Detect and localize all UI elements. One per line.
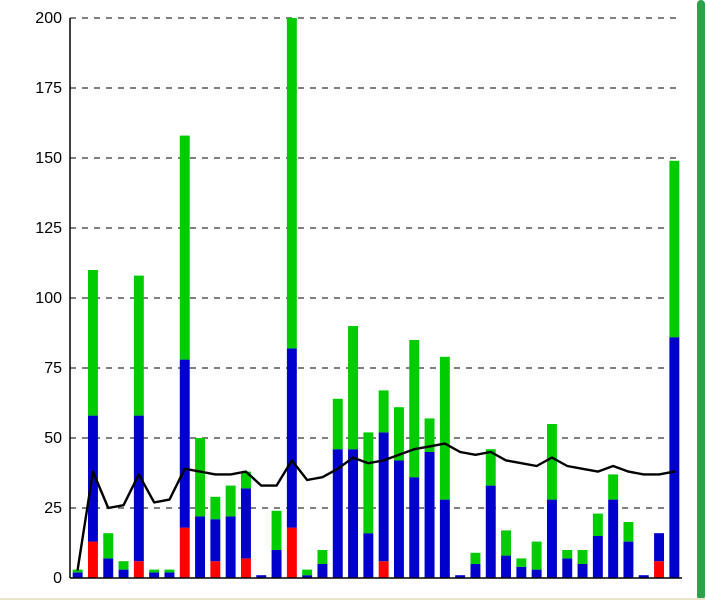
bar-segment-blue (103, 558, 113, 578)
bar-segment-red (241, 558, 251, 578)
bar-segment-blue (669, 337, 679, 578)
bar-segment-blue (180, 360, 190, 528)
y-axis-label: 100 (35, 290, 62, 307)
bar-segment-green (578, 550, 588, 564)
bar-segment-green (501, 530, 511, 555)
bar-segment-blue (654, 533, 664, 561)
bar-segment-blue (516, 567, 526, 578)
bar-segment-blue (164, 572, 174, 578)
bar-segment-green (272, 511, 282, 550)
bar-segment-blue (425, 452, 435, 578)
bar-segment-green (532, 542, 542, 570)
bar-segment-blue (608, 500, 618, 578)
bar-segment-red (180, 528, 190, 578)
bar-segment-green (317, 550, 327, 564)
chart-frame: 0 25 50 75 100 125 150 175 200 (0, 0, 705, 600)
chart-svg: 0 25 50 75 100 125 150 175 200 (0, 0, 705, 600)
bar-segment-green (134, 276, 144, 416)
bar-segment-green (88, 270, 98, 416)
bar-segment-blue (394, 460, 404, 578)
bar-segment-green (348, 326, 358, 449)
bar-segment-blue (272, 550, 282, 578)
bar-segment-green (562, 550, 572, 558)
bar-segment-green (440, 357, 450, 500)
bar-segment-green (409, 340, 419, 477)
bar-segment-blue (486, 486, 496, 578)
bar-segment-green (333, 399, 343, 449)
bar-segment-blue (532, 570, 542, 578)
y-axis-label: 150 (35, 150, 62, 167)
bar-segment-blue (593, 536, 603, 578)
bar-segment-green (226, 486, 236, 517)
bar-segment-green (516, 558, 526, 566)
y-axis-label: 50 (44, 430, 62, 447)
bar-segment-green (195, 438, 205, 516)
bar-segment-blue (379, 432, 389, 561)
bar-segment-green (470, 553, 480, 564)
bar-segment-blue (578, 564, 588, 578)
bar-segment-blue (348, 449, 358, 578)
bar-segment-red (654, 561, 664, 578)
bar-segment-blue (195, 516, 205, 578)
bar-segment-green (363, 432, 373, 533)
bar-segment-blue (317, 564, 327, 578)
y-axis-label: 175 (35, 80, 62, 97)
bar-segment-blue (226, 516, 236, 578)
bar-segment-red (88, 542, 98, 578)
bar-segment-blue (547, 500, 557, 578)
bar-segment-blue (501, 556, 511, 578)
bar-segment-blue (409, 477, 419, 578)
bar-segment-green (180, 136, 190, 360)
y-axis-label: 75 (44, 360, 62, 377)
bar-segment-red (379, 561, 389, 578)
bar-segment-green (149, 570, 159, 573)
y-axis-label: 125 (35, 220, 62, 237)
bar-segment-green (593, 514, 603, 536)
bar-segment-red (287, 528, 297, 578)
bar-segment-blue (134, 416, 144, 562)
y-axis-label: 200 (35, 10, 62, 27)
bar-segment-green (119, 561, 129, 569)
bar-segment-blue (119, 570, 129, 578)
bar-segment-blue (470, 564, 480, 578)
bar-segment-green (547, 424, 557, 500)
bar-segment-green (164, 570, 174, 573)
bar-segment-green (379, 390, 389, 432)
bar-segment-blue (241, 488, 251, 558)
bar-segment-red (134, 561, 144, 578)
bar-segment-green (669, 161, 679, 337)
bar-segment-blue (149, 572, 159, 578)
bar-segment-green (608, 474, 618, 499)
bar-segment-blue (440, 500, 450, 578)
bar-segment-blue (287, 348, 297, 527)
bar-segment-green (623, 522, 633, 542)
y-axis-label: 25 (44, 500, 62, 517)
bar-segment-blue (210, 519, 220, 561)
bar-segment-blue (73, 572, 83, 578)
bar-segment-red (210, 561, 220, 578)
bar-segment-green (210, 497, 220, 519)
bar-segment-green (287, 18, 297, 348)
bar-segment-green (103, 533, 113, 558)
bar-segment-blue (623, 542, 633, 578)
bar-segment-blue (562, 558, 572, 578)
bar-segment-green (302, 570, 312, 576)
frame-right-border (697, 0, 705, 600)
y-axis-label: 0 (53, 570, 62, 587)
bar-segment-blue (363, 533, 373, 578)
